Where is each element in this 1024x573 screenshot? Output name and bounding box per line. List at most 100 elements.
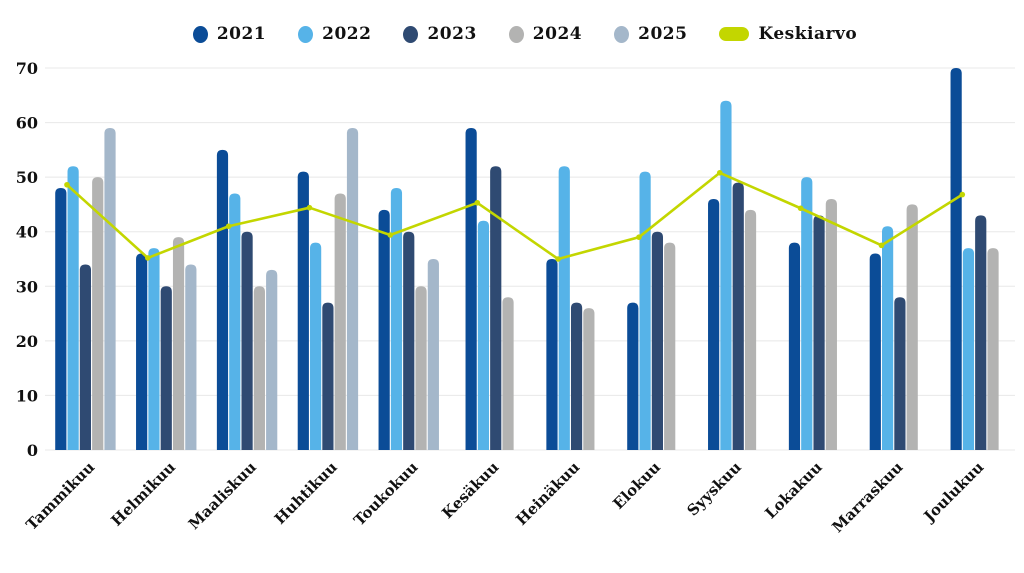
x-axis-label-huhtikuu: Huhtikuu xyxy=(271,458,341,528)
bar-2021-syyskuu xyxy=(708,198,720,450)
legend-marker-2025-icon xyxy=(614,25,630,43)
x-axis-label-lokakuu: Lokakuu xyxy=(761,458,825,522)
bar-2022-huhtikuu xyxy=(310,242,322,450)
bar-2024-lokakuu xyxy=(825,198,837,450)
x-axis-label-helmikuu: Helmikuu xyxy=(108,458,180,530)
keskiarvo-point-tammikuu xyxy=(64,181,70,188)
bar-2022-toukokuu xyxy=(390,188,403,451)
bar-2021-joulukuu xyxy=(950,68,962,450)
bar-2024-marraskuu xyxy=(906,204,918,450)
bar-2024-tammikuu xyxy=(92,177,104,450)
bar-2023-elokuu xyxy=(651,231,663,450)
keskiarvo-line xyxy=(65,171,964,261)
chart-legend: 2021 2022 2023 2024 2025 Keskiarvo xyxy=(40,16,1010,52)
bar-2021-maaliskuu xyxy=(216,149,229,450)
legend-label: Keskiarvo xyxy=(758,24,858,44)
bar-2023-lokakuu xyxy=(813,215,825,450)
keskiarvo-point-kesäkuu xyxy=(474,199,481,206)
keskiarvo-point-huhtikuu xyxy=(306,204,313,211)
bar-2022-maaliskuu xyxy=(229,193,241,450)
bar-2023-maaliskuu xyxy=(241,231,253,450)
y-axis-tick-0: 0 xyxy=(27,441,38,460)
bar-2023-marraskuu xyxy=(894,297,906,450)
legend-item-2024: 2024 xyxy=(508,24,583,44)
keskiarvo-point-toukokuu xyxy=(387,232,394,238)
bar-2023-tammikuu xyxy=(79,264,92,450)
bar-2021-tammikuu xyxy=(55,188,67,451)
keskiarvo-point-lokakuu xyxy=(797,205,804,212)
legend-label: 2023 xyxy=(427,24,477,44)
bar-2022-elokuu xyxy=(639,171,651,450)
y-axis-tick-20: 20 xyxy=(16,332,38,351)
legend-marker-2022-icon xyxy=(298,25,314,43)
bar-2021-lokakuu xyxy=(788,242,801,450)
bar-2023-heinäkuu xyxy=(570,302,583,450)
bar-2022-lokakuu xyxy=(801,177,813,450)
bar-2024-syyskuu xyxy=(744,209,757,450)
bar-2025-maaliskuu xyxy=(266,269,278,450)
bar-2025-tammikuu xyxy=(104,128,116,450)
bar-2021-elokuu xyxy=(627,302,639,450)
legend-item-2023: 2023 xyxy=(403,24,476,44)
legend-label: 2022 xyxy=(322,24,372,44)
keskiarvo-point-joulukuu xyxy=(959,191,966,198)
bar-2022-helmikuu xyxy=(148,248,160,450)
bar-2025-helmikuu xyxy=(185,264,197,450)
bar-2025-toukokuu xyxy=(427,259,439,450)
bar-2023-joulukuu xyxy=(975,215,987,450)
bar-2024-kesäkuu xyxy=(502,297,514,450)
legend-item-2022: 2022 xyxy=(298,24,371,44)
x-axis-label-kesäkuu: Kesäkuu xyxy=(438,458,502,522)
keskiarvo-point-marraskuu xyxy=(878,242,885,249)
keskiarvo-point-maaliskuu xyxy=(225,223,232,230)
y-axis-tick-60: 60 xyxy=(16,114,38,133)
x-axis-label-tammikuu: Tammikuu xyxy=(23,458,99,534)
keskiarvo-point-helmikuu xyxy=(145,255,151,261)
bar-2024-heinäkuu xyxy=(583,308,595,450)
legend-label: 2025 xyxy=(638,24,688,44)
bar-2024-elokuu xyxy=(664,242,676,450)
legend-item-2021: 2021 xyxy=(192,24,267,44)
bar-2022-kesäkuu xyxy=(477,220,490,450)
legend-marker-2021-icon xyxy=(192,25,208,43)
legend-item-2025: 2025 xyxy=(614,24,687,44)
legend-marker-2023-icon xyxy=(403,25,419,43)
x-axis-label-marraskuu: Marraskuu xyxy=(828,458,906,536)
bar-2023-syyskuu xyxy=(732,182,744,450)
bar-2021-toukokuu xyxy=(378,209,390,450)
bar-2023-toukokuu xyxy=(403,231,415,450)
bar-2023-huhtikuu xyxy=(322,302,334,450)
keskiarvo-point-elokuu xyxy=(636,234,642,240)
bar-2024-toukokuu xyxy=(415,286,427,450)
legend-item-keskiarvo: Keskiarvo xyxy=(719,24,857,44)
bar-2025-huhtikuu xyxy=(346,128,359,450)
legend-label: 2021 xyxy=(216,24,267,44)
y-axis-tick-70: 70 xyxy=(16,59,38,78)
bar-2022-tammikuu xyxy=(67,166,79,450)
x-axis-label-elokuu: Elokuu xyxy=(609,458,664,513)
x-axis-label-syyskuu: Syyskuu xyxy=(683,458,745,520)
bar-2021-heinäkuu xyxy=(546,259,558,450)
bar-2022-syyskuu xyxy=(720,100,732,450)
bar-2022-marraskuu xyxy=(882,226,894,450)
keskiarvo-point-syyskuu xyxy=(716,169,723,176)
legend-marker-keskiarvo-icon xyxy=(719,27,750,41)
bar-2021-huhtikuu xyxy=(297,171,309,450)
bar-2021-kesäkuu xyxy=(465,128,477,450)
bar-2021-marraskuu xyxy=(869,253,881,450)
x-axis-label-maaliskuu: Maaliskuu xyxy=(185,458,260,533)
bar-2022-joulukuu xyxy=(962,248,975,450)
bar-2024-joulukuu xyxy=(987,248,999,450)
y-axis-tick-30: 30 xyxy=(16,277,38,296)
legend-label: 2024 xyxy=(532,24,583,44)
bar-2024-maaliskuu xyxy=(253,286,265,450)
bar-2024-huhtikuu xyxy=(334,193,346,450)
y-axis-tick-40: 40 xyxy=(16,223,38,242)
y-axis-tick-50: 50 xyxy=(16,168,38,187)
x-axis-label-joulukuu: Joulukuu xyxy=(919,458,988,527)
x-axis-label-heinäkuu: Heinäkuu xyxy=(512,458,583,529)
bar-2024-helmikuu xyxy=(172,237,185,450)
keskiarvo-point-heinäkuu xyxy=(555,256,561,262)
bar-2023-kesäkuu xyxy=(490,166,502,450)
